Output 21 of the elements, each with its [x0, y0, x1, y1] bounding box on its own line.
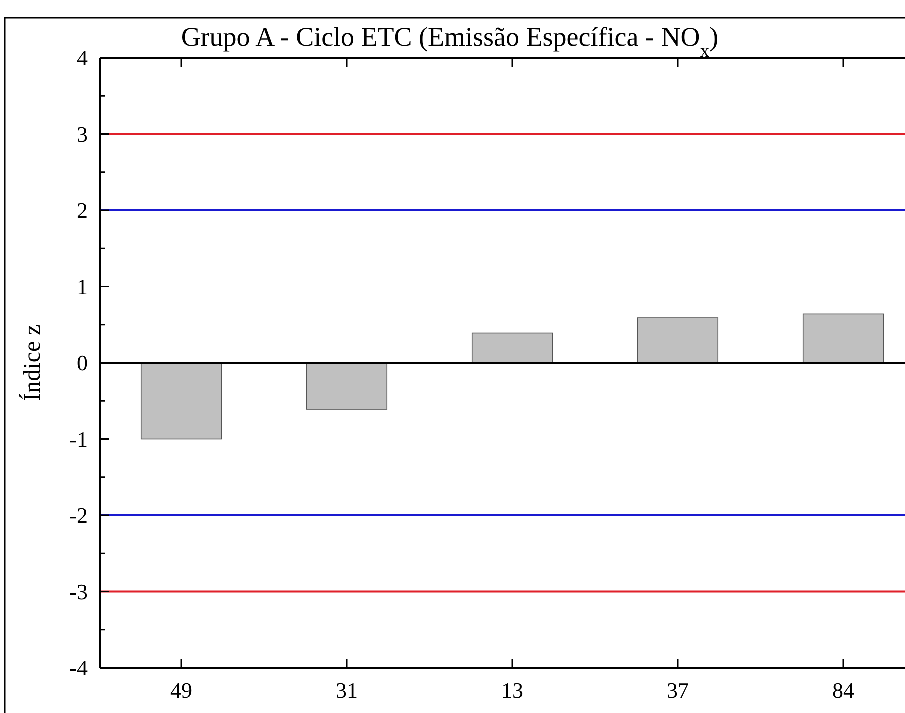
y-axis-title: Índice z — [19, 324, 46, 402]
x-tick-label: 37 — [666, 678, 689, 703]
y-tick-label: 4 — [77, 46, 88, 71]
bar — [472, 332, 554, 364]
chart-title: Grupo A - Ciclo ETC (Emissão Específica - NO$_{x}$) — [181, 22, 719, 62]
bar — [306, 362, 388, 410]
bar — [140, 362, 222, 440]
y-tick-label: -2 — [70, 503, 88, 528]
x-tick-label: 49 — [170, 678, 193, 703]
x-tick-label: 13 — [502, 678, 524, 703]
y-tick-label: -1 — [70, 426, 88, 452]
y-tick-label: 2 — [77, 198, 88, 224]
x-tick-label: 31 — [336, 678, 358, 703]
bar — [637, 318, 719, 364]
y-tick-label: 1 — [77, 274, 88, 300]
y-tick-label: 3 — [77, 122, 88, 147]
bar — [802, 314, 884, 364]
y-tick-label: -4 — [70, 656, 88, 681]
y-tick-label: -3 — [70, 579, 88, 604]
y-tick-label: 0 — [77, 350, 88, 376]
x-tick-label: 84 — [832, 678, 854, 703]
